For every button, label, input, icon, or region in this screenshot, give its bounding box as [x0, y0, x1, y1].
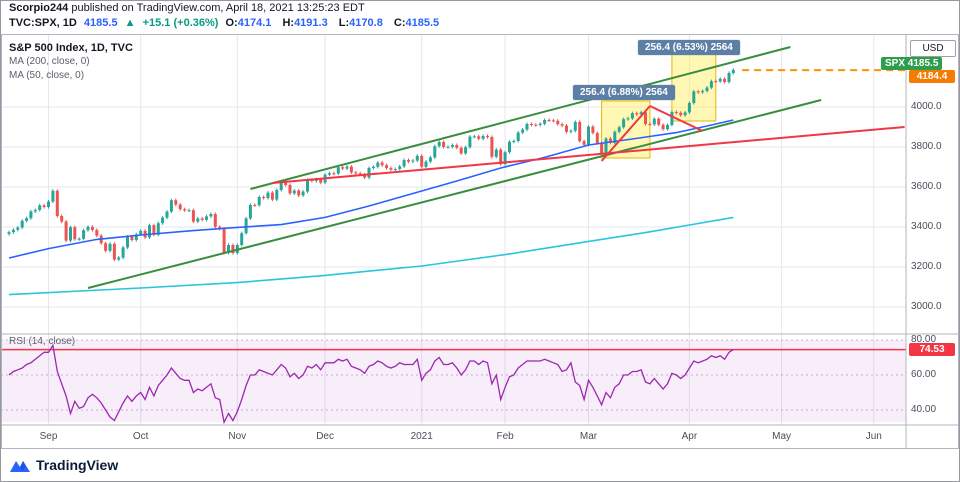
publish-info: published on TradingView.com, April 18, …: [68, 2, 365, 14]
time-tick-label: Jun: [865, 431, 882, 442]
time-tick-label: Sep: [39, 431, 58, 442]
rsi-tick-label: 40.00: [911, 404, 937, 415]
ma200-legend: MA (200, close, 0): [9, 56, 90, 67]
footer: TradingView: [1, 449, 959, 481]
time-tick-label: Feb: [496, 431, 514, 442]
rsi-line-badge: 74.53: [909, 343, 955, 356]
rsi-line: [8, 343, 734, 425]
candles: [7, 68, 735, 262]
chart-canvas[interactable]: [1, 34, 960, 449]
close-value: C:4185.5: [393, 17, 440, 29]
trendline-channel-upper[interactable]: [250, 46, 791, 190]
price-change: +15.1 (+0.36%): [142, 17, 219, 29]
author-name: Scorpio244: [9, 2, 69, 14]
measure-label-lower[interactable]: 256.4 (6.88%) 2564: [573, 85, 675, 100]
time-tick-label: Apr: [681, 431, 698, 442]
tradingview-mountain-icon: [10, 460, 30, 472]
symbol-info-bar: TVC:SPX, 1D 4185.5 ▲ +15.1 (+0.36%) O:41…: [9, 17, 447, 33]
low-value: L:4170.8: [338, 17, 383, 29]
last-price: 4185.5: [83, 17, 118, 29]
change-arrow-icon: ▲: [124, 17, 136, 29]
chart-legend: S&P 500 Index, 1D, TVC MA (200, close, 0…: [9, 41, 133, 83]
tradingview-logo[interactable]: TradingView: [9, 457, 118, 473]
rsi-band: [1, 340, 906, 423]
time-tick-label: 2021: [410, 431, 433, 442]
publish-header: Scorpio244 published on TradingView.com,…: [9, 2, 365, 17]
high-value: H:4191.3: [282, 17, 328, 29]
spx-price-badge: SPX 4185.5: [881, 57, 943, 70]
trendline-flag-top[interactable]: [649, 105, 704, 132]
symbol-name: TVC:SPX, 1D: [9, 17, 77, 29]
price-tick-label: 3400.0: [911, 221, 942, 232]
price-tick-label: 3000.0: [911, 301, 942, 312]
chart-title: S&P 500 Index, 1D, TVC: [9, 42, 133, 54]
time-tick-label: May: [772, 431, 792, 442]
rsi-tick-label: 60.00: [911, 369, 937, 380]
rsi-tick-label: 80.00: [911, 334, 937, 345]
time-tick-label: Nov: [228, 431, 247, 442]
price-tick-label: 3800.0: [911, 141, 942, 152]
time-axis[interactable]: Sep Oct Nov Dec 2021 Feb Mar Apr May Jun: [1, 425, 906, 449]
price-tick-label: 4000.0: [911, 101, 942, 112]
time-tick-label: Oct: [132, 431, 149, 442]
brand-name: TradingView: [36, 457, 119, 473]
time-tick-label: Mar: [579, 431, 598, 442]
price-tick-label: 3600.0: [911, 181, 942, 192]
trendline-long-support[interactable]: [272, 126, 905, 184]
measure-label-upper[interactable]: 256.4 (6.53%) 2564: [638, 40, 740, 55]
trendline-rally-pole[interactable]: [600, 105, 651, 162]
price-tick-label: 3200.0: [911, 261, 942, 272]
grid: [1, 35, 906, 425]
ma50-legend: MA (50, close, 0): [9, 70, 85, 81]
ma200-line: [8, 216, 734, 296]
trendline-channel-lower[interactable]: [87, 99, 822, 289]
time-tick-label: Dec: [316, 431, 334, 442]
open-value: O:4174.1: [225, 17, 272, 29]
ma50-line: [8, 119, 734, 259]
price-axis[interactable]: 4000.0 3800.0 3600.0 3400.0 3200.0 3000.0 80.0…: [906, 34, 959, 425]
highlight-boxes[interactable]: [601, 52, 717, 159]
rsi-legend: RSI (14, close): [9, 336, 76, 347]
currency-label[interactable]: USD: [910, 40, 956, 57]
chart-area: S&P 500 Index, 1D, TVC MA (200, close, 0…: [1, 34, 960, 449]
alert-line-badge: 4184.4: [909, 70, 955, 83]
